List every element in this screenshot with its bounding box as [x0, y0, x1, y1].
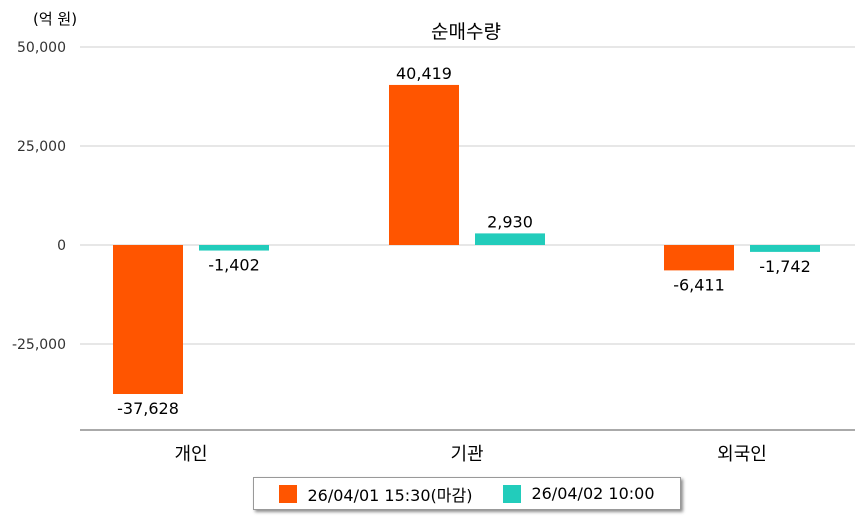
bar-2-3[interactable] [750, 245, 820, 252]
bar-value-label: -37,628 [117, 399, 179, 418]
bar-value-label: 40,419 [396, 64, 452, 83]
bar-value-label: -1,742 [759, 257, 811, 276]
x-tick-label: 외국인 [717, 444, 767, 465]
legend: 26/04/01 15:30(마감) 26/04/02 10:00 [253, 477, 681, 510]
legend-item-series-1[interactable]: 26/04/01 15:30(마감) [279, 482, 472, 506]
legend-label-series-1: 26/04/01 15:30(마감) [307, 485, 473, 505]
bar-value-label: 2,930 [487, 212, 533, 231]
legend-swatch-series-2 [503, 484, 522, 503]
y-tick-label: -25,000 [12, 337, 66, 353]
legend-label-series-2: 26/04/02 10:00 [531, 484, 655, 503]
y-tick-label: 0 [57, 238, 66, 254]
bar-value-label: -6,411 [673, 275, 725, 294]
bar-2-1[interactable] [199, 245, 269, 251]
bar-2-2[interactable] [475, 233, 545, 245]
unit-label: (억 원) [33, 10, 77, 28]
y-tick-label: 50,000 [17, 40, 66, 56]
x-tick-label: 개인 [174, 444, 207, 465]
bar-value-labels: -37,628 -1,402 40,419 2,930 -6,411 -1,742 [117, 64, 811, 418]
y-axis-ticks: 50,000 25,000 0 -25,000 [12, 40, 66, 353]
x-tick-label: 기관 [450, 444, 483, 465]
grid-lines [80, 46, 855, 345]
bars [113, 84, 820, 395]
x-axis-ticks: 개인 기관 외국인 [174, 444, 766, 465]
bar-1-1[interactable] [113, 245, 183, 395]
bar-value-label: -1,402 [208, 256, 260, 275]
bar-1-2[interactable] [389, 84, 459, 245]
chart-title: 순매수량 [431, 21, 501, 43]
legend-swatch-series-1 [279, 484, 298, 503]
legend-item-series-2[interactable]: 26/04/02 10:00 [503, 484, 655, 503]
bar-1-3[interactable] [664, 245, 734, 271]
y-tick-label: 25,000 [17, 139, 66, 155]
